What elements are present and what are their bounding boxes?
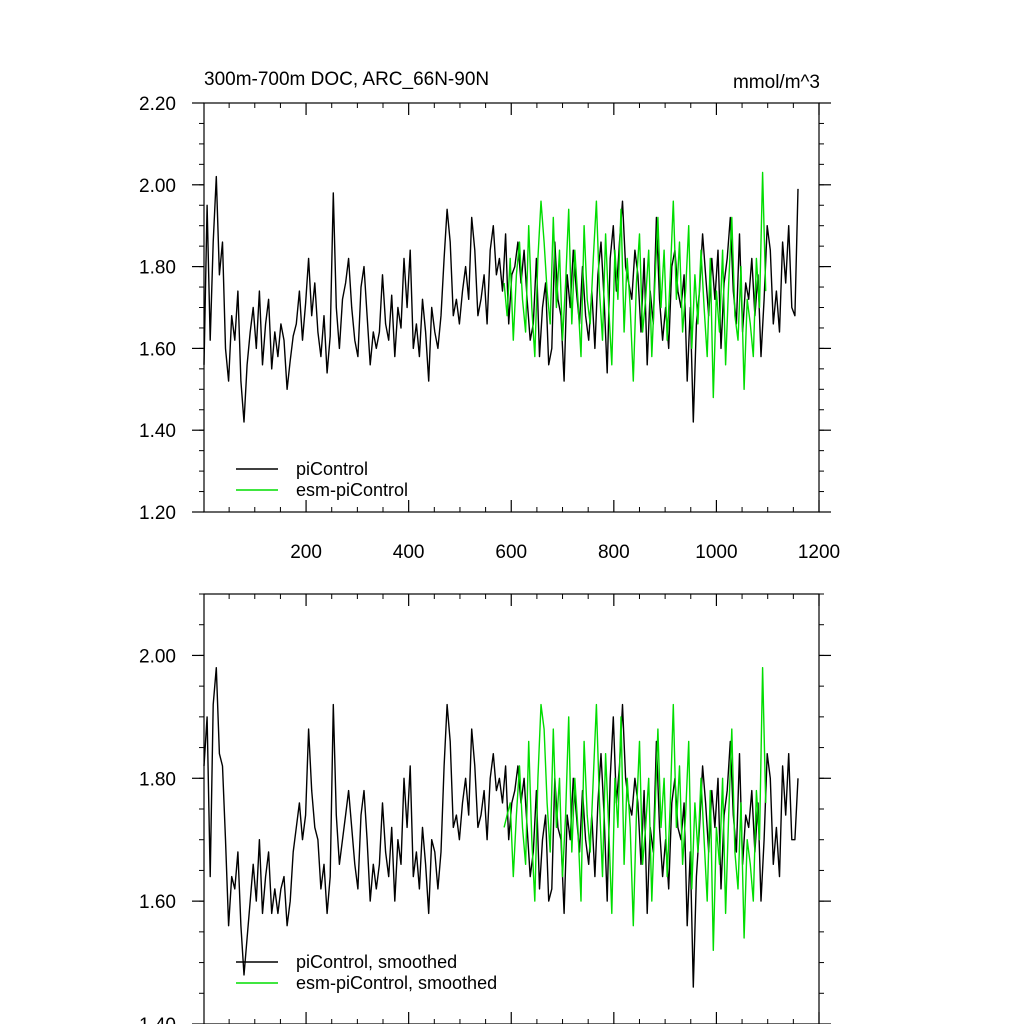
- y-tick-label: 1.40: [139, 421, 176, 442]
- y-tick-label: 1.20: [139, 503, 176, 524]
- units-label: mmol/m^3: [733, 72, 820, 93]
- y-tick-label: 1.40: [139, 1015, 176, 1024]
- y-tick-label: 2.00: [139, 646, 176, 667]
- x-tick-label: 800: [598, 542, 630, 563]
- y-tick-label: 2.00: [139, 176, 176, 197]
- legend-label-picontrol: piControl: [296, 459, 368, 479]
- y-tick-label: 1.80: [139, 769, 176, 790]
- y-tick-label: 2.20: [139, 94, 176, 115]
- y-tick-labels: 1.40 1.60 1.80 2.00: [139, 646, 176, 1024]
- chart-title: 300m-700m DOC, ARC_66N-90N: [204, 69, 489, 90]
- x-tick-label: 1000: [695, 542, 737, 563]
- series-line-esm-picontrol-smoothed: [503, 667, 767, 951]
- legend-label-picontrol-smoothed: piControl, smoothed: [296, 952, 457, 972]
- series-group: [203, 667, 799, 988]
- y-tick-label: 1.60: [139, 892, 176, 913]
- bottom-panel: 1.40 1.60 1.80 2.00 piControl, smoothed esm…: [139, 593, 831, 1024]
- tick-marks: [192, 102, 831, 513]
- y-tick-label: 1.60: [139, 339, 176, 360]
- x-tick-label: 600: [495, 542, 527, 563]
- legend: piControl esm-piControl: [236, 459, 408, 500]
- top-panel: 300m-700m DOC, ARC_66N-90N mmol/m^3 1.20…: [139, 69, 840, 563]
- x-tick-label: 400: [393, 542, 425, 563]
- series-line-esm-picontrol: [503, 171, 767, 399]
- y-tick-label: 1.80: [139, 258, 176, 279]
- x-tick-label: 1200: [798, 542, 840, 563]
- y-tick-labels: 1.20 1.40 1.60 1.80 2.00 2.20: [139, 94, 176, 524]
- legend: piControl, smoothed esm-piControl, smoot…: [236, 952, 497, 993]
- series-group: [203, 171, 799, 423]
- x-tick-label: 200: [290, 542, 322, 563]
- tick-marks: [192, 593, 831, 1024]
- x-tick-labels: 200 400 600 800 1000 1200: [290, 542, 840, 563]
- legend-label-esm-picontrol: esm-piControl: [296, 480, 408, 500]
- legend-label-esm-picontrol-smoothed: esm-piControl, smoothed: [296, 973, 497, 993]
